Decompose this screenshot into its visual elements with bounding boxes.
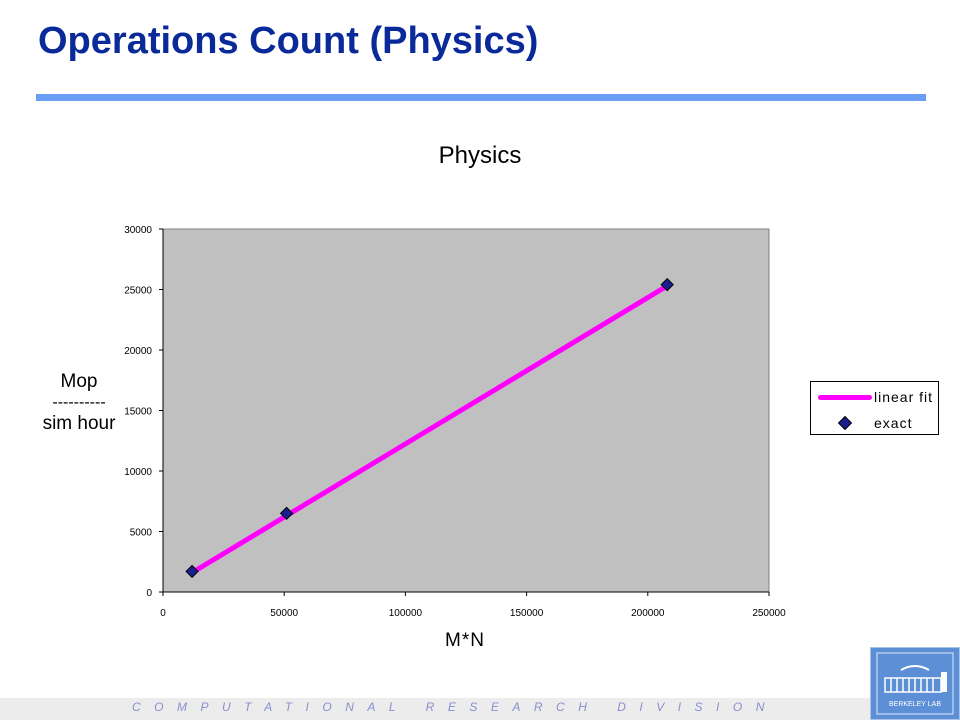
data-point-exact xyxy=(279,506,294,521)
y-tick-label: 0 xyxy=(146,588,152,599)
y-axis-label-dashes: ---------- xyxy=(52,394,106,411)
x-tick-label: 150000 xyxy=(510,608,544,619)
x-tick-label: 0 xyxy=(160,608,166,619)
x-tick-label: 200000 xyxy=(631,608,665,619)
slide-title: Operations Count (Physics) xyxy=(38,20,539,62)
y-tick-label: 5000 xyxy=(130,528,153,539)
y-tick-label: 20000 xyxy=(124,346,152,357)
series-line-linear-fit xyxy=(189,283,670,576)
x-axis-label: M*N xyxy=(445,630,485,651)
legend-label-linear-fit: linear fit xyxy=(874,389,934,405)
footer-bar xyxy=(0,698,960,720)
data-point-exact xyxy=(185,564,199,579)
y-tick-label: 15000 xyxy=(124,407,152,418)
y-tick-label: 30000 xyxy=(124,225,152,236)
legend-label-exact: exact xyxy=(874,415,913,431)
x-tick-label: 50000 xyxy=(270,608,298,619)
y-axis-label-top: Mop xyxy=(60,371,98,392)
legend-entry-exact: exact xyxy=(811,411,940,435)
y-axis-label: Mop ---------- sim hour xyxy=(36,370,122,436)
berkeley-lab-logo: BERKELEY LAB xyxy=(870,647,960,720)
footer-text: COMPUTATIONAL RESEARCH DIVISION xyxy=(132,700,778,714)
legend-diamond-marker xyxy=(837,415,853,431)
y-tick-label: 25000 xyxy=(124,286,152,297)
x-tick-label: 100000 xyxy=(389,608,423,619)
logo-text: BERKELEY LAB xyxy=(889,701,941,708)
legend-line-swatch xyxy=(818,395,872,400)
x-tick-label: 250000 xyxy=(752,608,786,619)
title-rule xyxy=(36,94,926,101)
data-point-exact xyxy=(660,277,674,292)
legend-entry-linear-fit: linear fit xyxy=(811,385,940,409)
berkeley-lab-logo-icon: BERKELEY LAB xyxy=(876,652,954,715)
y-axis-label-bottom: sim hour xyxy=(42,413,116,434)
y-tick-label: 10000 xyxy=(124,467,152,478)
chart-title: Physics xyxy=(438,142,522,169)
chart-legend: linear fit exact xyxy=(810,381,939,435)
